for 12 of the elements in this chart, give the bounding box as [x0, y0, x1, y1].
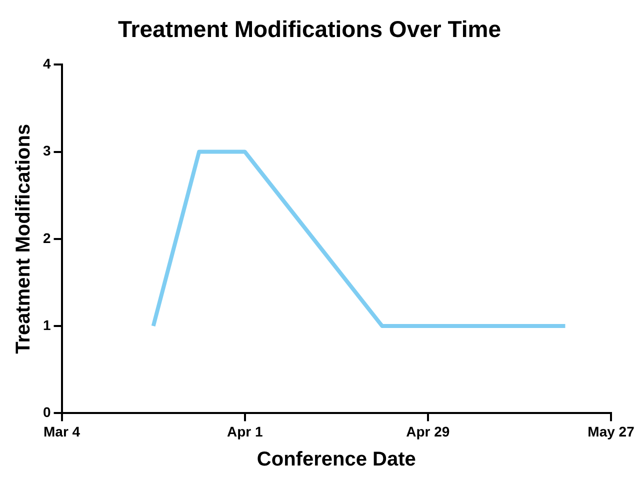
y-axis-title: Treatment Modifications — [12, 124, 35, 354]
x-tick-label: Apr 1 — [226, 423, 263, 440]
chart-title: Treatment Modifications Over Time — [118, 16, 502, 42]
x-tick-label: Mar 4 — [43, 423, 80, 440]
y-tick-label: 1 — [42, 316, 51, 333]
y-tick-label: 4 — [42, 55, 51, 72]
x-axis-title: Conference Date — [256, 448, 416, 471]
y-tick-label: 2 — [42, 230, 51, 246]
y-tick-label: 3 — [42, 142, 51, 159]
x-tick-label: Apr 29 — [406, 423, 450, 440]
x-tick-label: May 27 — [588, 423, 635, 440]
y-tick-label: 0 — [42, 404, 51, 420]
